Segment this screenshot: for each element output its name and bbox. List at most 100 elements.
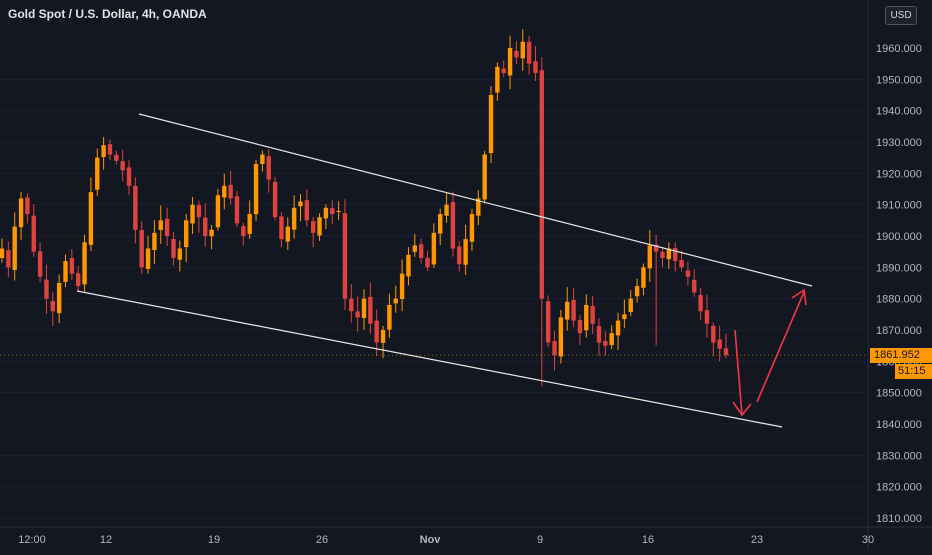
price-tick-label: 1900.000 [876,231,922,243]
candle-body [253,163,259,215]
candles [0,29,729,387]
time-tick-label: 30 [862,534,874,546]
channel-lower-line[interactable] [76,290,783,428]
candle-body [323,207,329,219]
candle-body [533,61,538,74]
price-tick-label: 1840.000 [876,419,922,431]
candle-body [355,311,360,318]
time-tick-label: 16 [642,534,654,546]
candle-body [114,154,119,161]
candle-body [298,201,303,207]
candle-body [590,305,595,324]
time-tick-label: Nov [420,534,442,546]
candle-body [177,248,183,260]
candle-body [622,314,627,320]
candle-body [488,95,494,154]
candle-body [380,330,386,343]
candle-body [330,208,335,215]
candle-body [164,218,170,236]
candle-body [711,325,716,343]
candle-body [76,273,81,287]
candle-body [666,248,672,260]
chart-title: Gold Spot / U.S. Dollar, 4h, OANDA [8,7,207,21]
price-tick-label: 1890.000 [876,262,922,274]
projection-arrow-down[interactable] [734,329,743,416]
candle-body [152,232,157,250]
candle-body [507,48,513,76]
candle-body [272,181,278,218]
candle-body [158,220,163,230]
time-tick-label: 19 [208,534,220,546]
candle-body [37,251,43,277]
candle-body [183,220,189,248]
time-tick-label: 12:00 [18,534,46,546]
candle-body [609,333,614,345]
candle-body [82,242,87,285]
candle-body [615,320,621,336]
price-axis[interactable]: 1960.000 1950.000 1940.000 1930.000 1920.000… [876,43,922,525]
time-tick-label: 23 [751,534,763,546]
candle-body [50,301,56,312]
price-tick-label: 1910.000 [876,200,922,212]
candle-body [476,198,481,216]
candle-body [317,217,322,236]
candle-body [374,320,379,343]
candle-body [171,238,176,258]
channel-upper-line[interactable] [138,113,813,287]
candle-body [215,195,221,228]
arrow-up-head [791,288,807,306]
candle-body [431,232,437,265]
candle-body [425,257,430,268]
currency-button[interactable]: USD [885,6,917,25]
candle-body [310,221,316,233]
drawings[interactable] [0,113,866,428]
candle-body [31,215,36,252]
candle-body [393,298,398,304]
candle-body [577,320,583,334]
candle-body [628,298,633,313]
candle-body [291,207,297,230]
candle-body [247,214,252,234]
candle-body [685,270,691,277]
candle-body [304,200,310,221]
candle-body [279,216,284,240]
candle-body [69,258,75,274]
candle-body [412,245,418,252]
candle-body [63,261,68,282]
time-tick-label: 12 [100,534,112,546]
candle-body [526,41,532,64]
candle-body [603,341,608,346]
candle-body [56,283,62,314]
price-tick-label: 1820.000 [876,482,922,494]
candle-body [634,286,640,297]
candle-body [234,196,240,224]
candle-body [190,204,195,224]
projection-arrow-up[interactable] [756,291,805,403]
price-tick-label: 1930.000 [876,137,922,149]
candle-body [139,230,144,268]
candle-body [107,144,113,155]
candle-body [25,197,30,215]
candle-body [285,226,290,242]
candle-body [514,50,519,58]
candle-body [717,339,722,349]
candle-body [660,251,665,258]
candle-body [444,204,449,216]
price-tick-label: 1880.000 [876,294,922,306]
candle-body [95,157,100,190]
candle-body [209,229,214,237]
candle-body [266,156,271,180]
candle-body [0,248,5,258]
candle-body [196,205,202,218]
time-axis[interactable]: 12:00 12 19 26 Nov 9 16 23 30 [18,534,874,546]
candle-body [406,254,411,277]
candle-body [44,279,49,299]
candle-body [203,217,208,236]
candle-body [482,154,487,200]
chart-grid [0,47,866,519]
last-price-label: 1861.952 [870,348,932,363]
candle-body [539,70,545,299]
candle-body [450,202,456,249]
